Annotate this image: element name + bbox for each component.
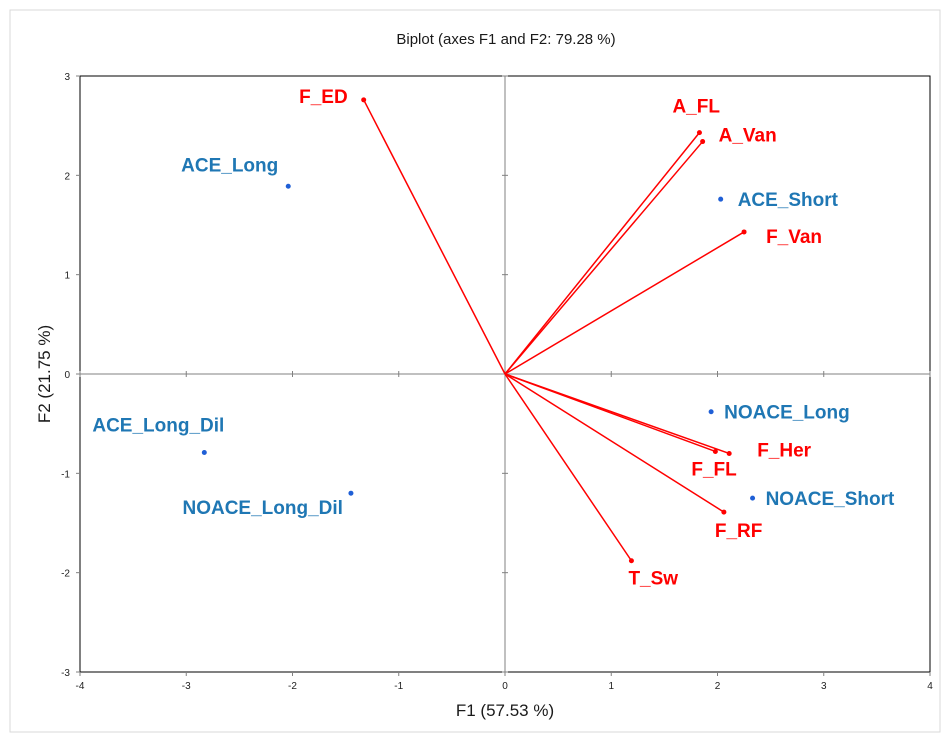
x-tick-label: -4	[76, 681, 85, 692]
x-tick-label: -2	[288, 681, 297, 692]
x-tick-label: 0	[502, 681, 508, 692]
x-tick-label: -1	[394, 681, 403, 692]
variable-label-f-ed: F_ED	[299, 87, 348, 108]
variable-vector-f-ed	[363, 99, 506, 375]
observation-label-ace-long-dil: ACE_Long_Dil	[92, 415, 224, 436]
chart-border	[9, 9, 941, 733]
variable-label-f-fl: F_FL	[691, 459, 737, 480]
x-tick-label: 1	[608, 681, 614, 692]
y-tick-label: 3	[64, 72, 70, 83]
observation-point-noace-long-dil	[348, 490, 354, 496]
observation-point-ace-short	[718, 196, 724, 202]
y-tick-label: -1	[61, 469, 70, 480]
variable-vector-f-fl	[504, 373, 716, 453]
x-tick-label: -3	[182, 681, 191, 692]
variable-vector-f-van	[504, 231, 745, 375]
variable-point-f-her	[726, 450, 732, 456]
variable-point-t-sw	[628, 558, 634, 564]
variable-label-a-fl: A_FL	[672, 97, 720, 118]
variable-point-f-fl	[712, 448, 718, 454]
variable-vector-t-sw	[504, 373, 633, 562]
observation-points: ACE_Long ACE_Short ACE_Long_Dil NOACE_Long_…	[92, 155, 895, 519]
observation-point-noace-long	[708, 409, 714, 415]
observation-point-noace-short	[750, 495, 756, 501]
observation-label-noace-short: NOACE_Short	[766, 489, 895, 510]
observation-point-ace-long	[285, 183, 291, 189]
y-tick-label: 0	[64, 370, 70, 381]
variable-point-f-ed	[361, 97, 367, 103]
x-tick-label: 2	[715, 681, 721, 692]
y-tick-label: 2	[64, 171, 70, 182]
y-tick-label: -2	[61, 569, 70, 580]
x-tick-label: 4	[927, 681, 933, 692]
observation-label-noace-long: NOACE_Long	[724, 403, 850, 424]
variable-label-t-sw: T_Sw	[628, 569, 678, 590]
x-tick-label: 3	[821, 681, 827, 692]
y-tick-label: -3	[61, 668, 70, 679]
variable-label-f-her: F_Her	[757, 440, 811, 461]
variable-label-f-rf: F_RF	[715, 521, 763, 542]
variable-point-f-van	[741, 229, 747, 235]
observation-label-ace-long: ACE_Long	[181, 155, 278, 176]
x-axis-label: F1 (57.53 %)	[456, 701, 554, 720]
variable-label-f-van: F_Van	[766, 227, 822, 248]
observation-label-noace-long-dil: NOACE_Long_Dil	[182, 498, 342, 519]
variable-point-f-rf	[721, 509, 727, 515]
observation-label-ace-short: ACE_Short	[738, 190, 839, 211]
chart-title: Biplot (axes F1 and F2: 79.28 %)	[396, 31, 615, 48]
variable-vector-f-rf	[504, 373, 725, 513]
variable-label-a-van: A_Van	[719, 126, 777, 147]
variable-vector-a-van	[504, 141, 704, 375]
observation-point-ace-long-dil	[201, 449, 207, 455]
y-axis-label: F2 (21.75 %)	[35, 325, 54, 423]
y-tick-label: 1	[64, 271, 70, 282]
ticks-layer: -4 -3 -2 -1 0 1 2 3 4 -3 -2 -1 0 1 2 3	[61, 72, 933, 692]
variable-point-a-fl	[696, 130, 702, 136]
variable-vector-a-fl	[504, 132, 701, 375]
variable-point-a-van	[700, 139, 706, 145]
variable-vectors: F_ED A_FL A_Van F_Van F_Her F_FL F_RF T_Sw	[299, 87, 822, 590]
